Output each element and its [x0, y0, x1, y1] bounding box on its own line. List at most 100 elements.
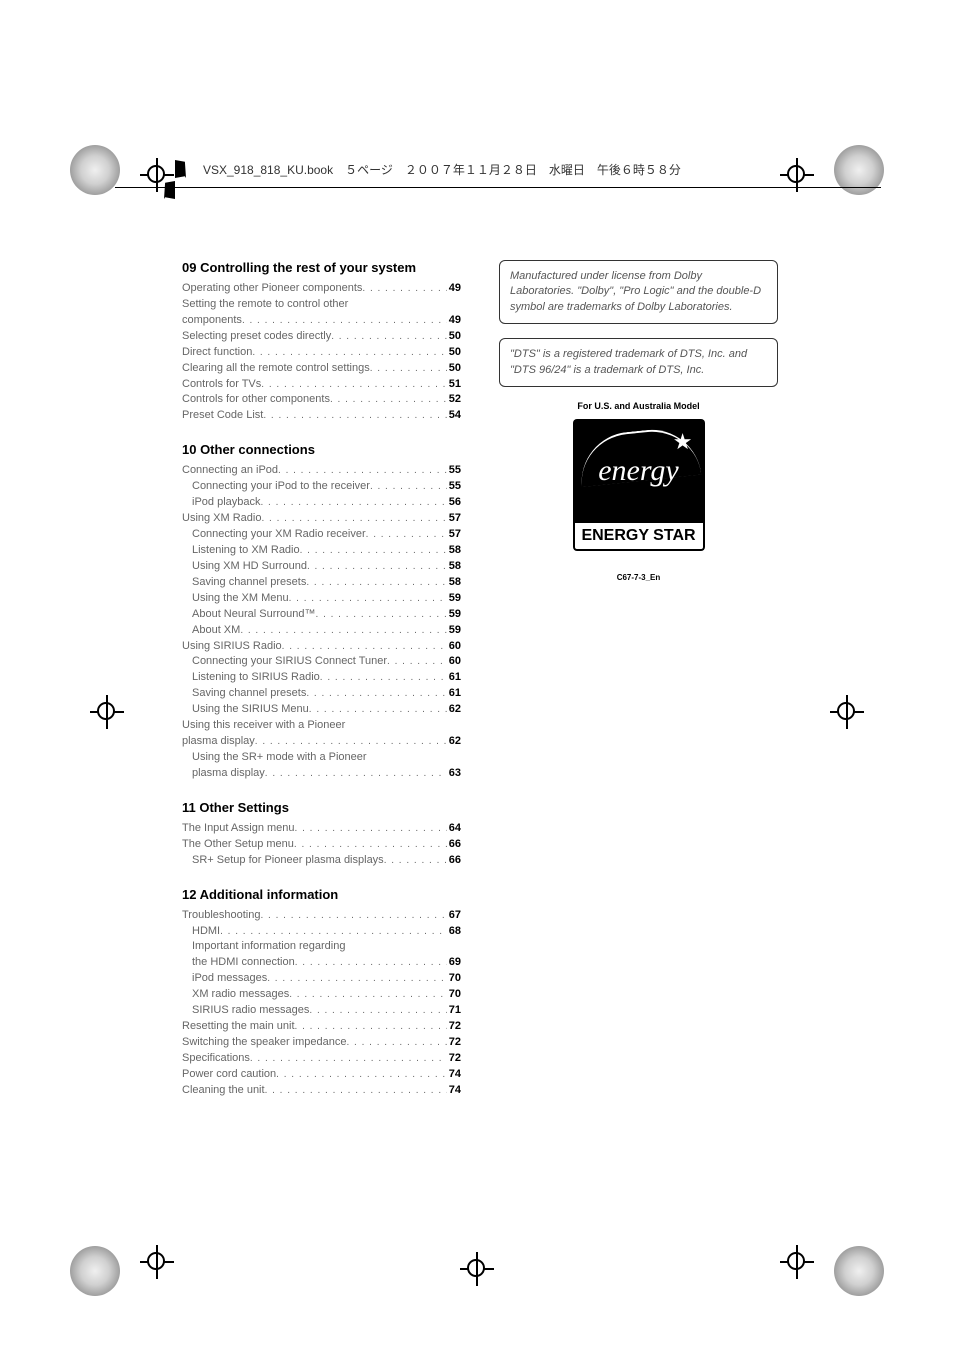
toc-page: 61: [447, 686, 461, 702]
toc-label: Cleaning the unit: [182, 1083, 265, 1099]
toc-dots: [387, 654, 447, 670]
section-title-12: 12 Additional information: [182, 887, 461, 904]
toc-page: 52: [447, 392, 461, 408]
toc-label: Saving channel presets: [192, 575, 306, 591]
toc-line: Setting the remote to control other: [182, 297, 461, 313]
toc-line: Listening to SIRIUS Radio 61: [182, 670, 461, 686]
toc-label: Specifications: [182, 1051, 250, 1067]
toc-label: Using the XM Menu: [192, 591, 289, 607]
toc-label: Connecting your XM Radio receiver: [192, 527, 366, 543]
toc-page: 70: [447, 987, 461, 1003]
toc-dots: [307, 559, 447, 575]
toc-dots: [306, 575, 446, 591]
toc-dots: [366, 527, 447, 543]
logo-code: C67-7-3_En: [499, 573, 778, 582]
toc-page: 61: [447, 670, 461, 686]
toc-label: plasma display: [192, 766, 265, 782]
registration-mark: [780, 1245, 814, 1279]
book-header: VSX_918_818_KU.book ５ページ ２００７年１１月２８日 水曜日…: [175, 160, 681, 178]
registration-mark: [90, 695, 124, 729]
toc-line: Using XM Radio 57: [182, 511, 461, 527]
toc-label: Power cord caution: [182, 1067, 276, 1083]
toc-page: 58: [447, 543, 461, 559]
toc-page: 54: [447, 408, 461, 424]
toc-dots: [331, 329, 447, 345]
toc-page: 49: [447, 313, 461, 329]
toc-section-10: Connecting an iPod 55 Connecting your iPo…: [182, 463, 461, 782]
toc-page: 50: [447, 361, 461, 377]
toc-label: Resetting the main unit: [182, 1019, 295, 1035]
toc-label: Selecting preset codes directly: [182, 329, 331, 345]
toc-line: Saving channel presets 58: [182, 575, 461, 591]
toc-line: Saving channel presets 61: [182, 686, 461, 702]
toc-label: Using XM HD Surround: [192, 559, 307, 575]
right-column: Manufactured under license from Dolby La…: [499, 260, 778, 1099]
toc-label: About XM: [192, 623, 240, 639]
toc-line: XM radio messages 70: [182, 987, 461, 1003]
toc-line: Direct function 50: [182, 345, 461, 361]
toc-label: plasma display: [182, 734, 255, 750]
toc-dots: [260, 908, 446, 924]
toc-page: 51: [447, 377, 461, 393]
toc-dots: [240, 623, 446, 639]
toc-page: 60: [447, 654, 461, 670]
toc-label: Operating other Pioneer components: [182, 281, 362, 297]
toc-page: 59: [447, 607, 461, 623]
toc-label: Using this receiver with a Pioneer: [182, 718, 345, 734]
toc-label: Using XM Radio: [182, 511, 261, 527]
toc-line: Specifications 72: [182, 1051, 461, 1067]
toc-line: Preset Code List 54: [182, 408, 461, 424]
toc-dots: [261, 377, 446, 393]
toc-line: Controls for other components 52: [182, 392, 461, 408]
toc-label: Important information regarding: [192, 939, 345, 955]
toc-dots: [370, 479, 447, 495]
toc-line: About XM 59: [182, 623, 461, 639]
toc-label: Controls for other components: [182, 392, 330, 408]
star-icon: ★: [673, 429, 693, 455]
energy-script-text: energy: [598, 454, 679, 488]
toc-line: Using the SIRIUS Menu 62: [182, 702, 461, 718]
dts-notice: "DTS" is a registered trademark of DTS, …: [499, 338, 778, 387]
toc-page: 49: [447, 281, 461, 297]
toc-dots: [295, 955, 447, 971]
section-title-09: 09 Controlling the rest of your system: [182, 260, 461, 277]
toc-dots: [306, 686, 446, 702]
toc-dots: [330, 392, 447, 408]
toc-page: 68: [447, 924, 461, 940]
toc-dots: [295, 1019, 447, 1035]
model-note: For U.S. and Australia Model: [499, 401, 778, 411]
toc-page: 50: [447, 345, 461, 361]
toc-page: 59: [447, 591, 461, 607]
toc-page: 57: [447, 527, 461, 543]
toc-dots: [295, 821, 447, 837]
toc-label: Saving channel presets: [192, 686, 306, 702]
energy-star-label: ENERGY STAR: [573, 523, 705, 551]
toc-dots: [267, 971, 447, 987]
toc-dots: [252, 345, 446, 361]
toc-label: Troubleshooting: [182, 908, 260, 924]
toc-label: Connecting your iPod to the receiver: [192, 479, 370, 495]
toc-dots: [242, 313, 447, 329]
toc-page: 55: [447, 479, 461, 495]
toc-page: 62: [447, 702, 461, 718]
book-icon: [175, 160, 197, 178]
toc-page: 70: [447, 971, 461, 987]
toc-label: Connecting an iPod: [182, 463, 278, 479]
toc-line: Controls for TVs 51: [182, 377, 461, 393]
toc-line: About Neural Surround™ 59: [182, 607, 461, 623]
toc-page: 71: [447, 1003, 461, 1019]
toc-page: 69: [447, 955, 461, 971]
toc-line: Cleaning the unit 74: [182, 1083, 461, 1099]
toc-dots: [300, 543, 447, 559]
toc-label: Controls for TVs: [182, 377, 261, 393]
toc-dots: [346, 1035, 446, 1051]
toc-label: Listening to SIRIUS Radio: [192, 670, 320, 686]
toc-dots: [261, 495, 447, 511]
toc-line: Listening to XM Radio 58: [182, 543, 461, 559]
toc-line: Connecting your SIRIUS Connect Tuner 60: [182, 654, 461, 670]
toc-dots: [320, 670, 447, 686]
toc-dots: [263, 408, 446, 424]
toc-label: Clearing all the remote control settings: [182, 361, 370, 377]
toc-dots: [220, 924, 447, 940]
toc-page: 63: [447, 766, 461, 782]
